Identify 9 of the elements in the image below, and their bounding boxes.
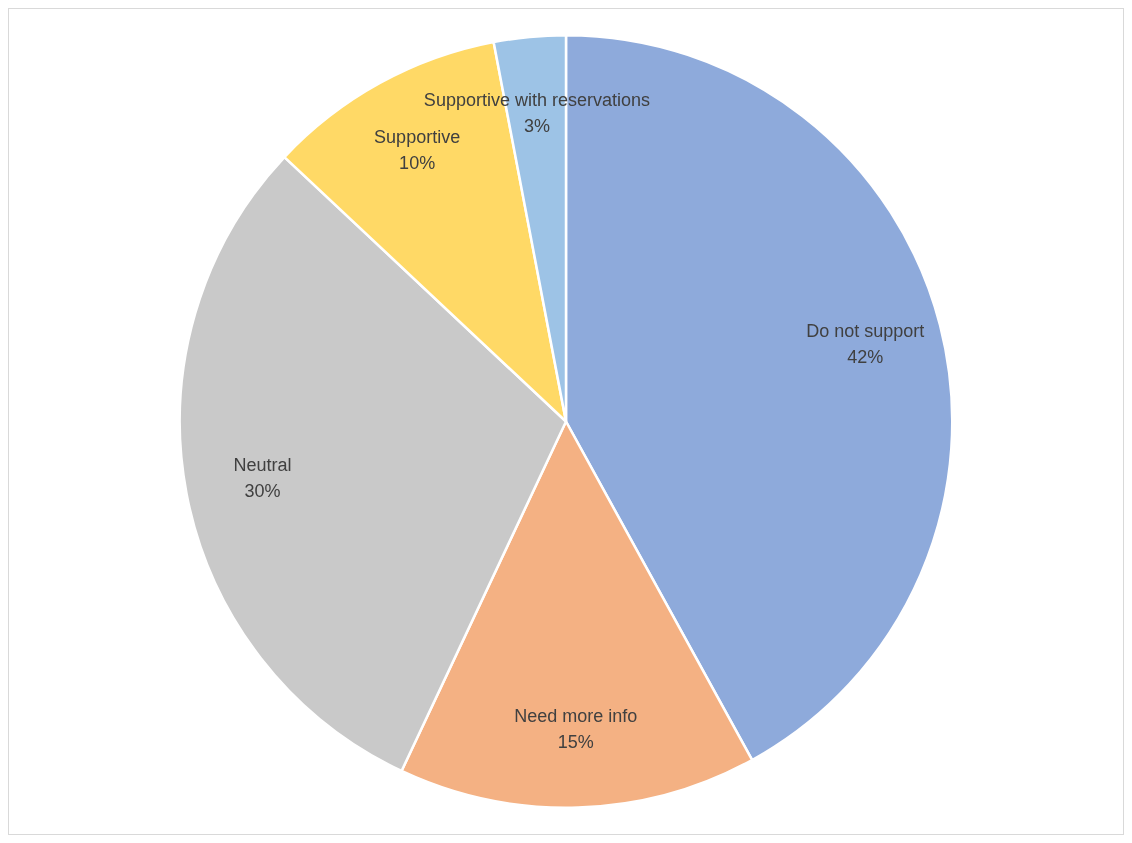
data-label: 10% — [399, 152, 436, 173]
slice-label: Neutral — [233, 455, 292, 476]
data-label: 42% — [847, 346, 884, 367]
slice-label: Supportive — [374, 126, 461, 147]
slice-label: Need more info — [514, 706, 638, 727]
data-label: 30% — [244, 481, 281, 502]
slice-label: Do not support — [806, 320, 925, 341]
data-label: 15% — [557, 732, 594, 753]
data-label: 3% — [523, 115, 550, 136]
